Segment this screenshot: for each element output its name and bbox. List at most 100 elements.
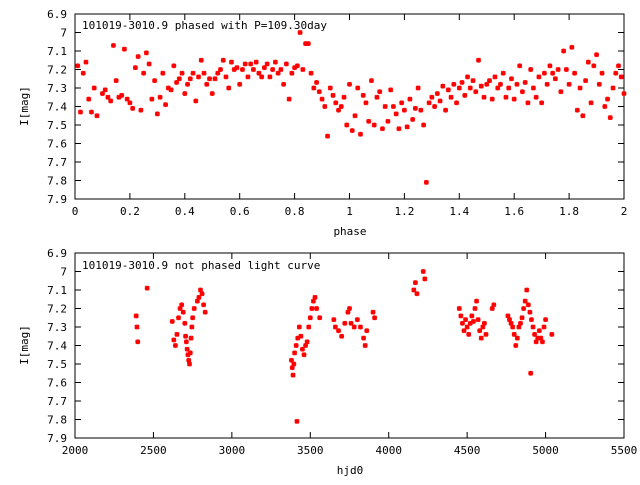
phased-data-point-stroke bbox=[83, 59, 89, 65]
phased-data-point bbox=[489, 96, 495, 102]
unphased-data-point-stroke bbox=[533, 339, 539, 345]
phased-data-point bbox=[541, 70, 547, 76]
phased-data-point bbox=[374, 94, 380, 100]
phased-data-point bbox=[121, 46, 127, 52]
phased-data-point-stroke bbox=[404, 124, 410, 130]
phased-data-point bbox=[143, 50, 149, 56]
phased-data-point-stroke bbox=[541, 70, 547, 76]
phased-data-point-stroke bbox=[314, 79, 320, 85]
phased-data-point-stroke bbox=[426, 100, 432, 106]
phased-data-point-stroke bbox=[418, 107, 424, 113]
phased-data-point bbox=[399, 100, 405, 106]
unphased-data-point bbox=[176, 315, 182, 321]
unphased-data-point bbox=[171, 337, 177, 343]
phased-data-point bbox=[412, 105, 418, 111]
unphased-data-point bbox=[458, 313, 464, 319]
phased-data-point bbox=[388, 87, 394, 93]
unphased-data-point-stroke bbox=[474, 298, 480, 304]
phased-data-point bbox=[190, 70, 196, 76]
unphased-data-point bbox=[288, 357, 294, 363]
unphased-data-point-stroke bbox=[187, 350, 193, 356]
phased-data-point-stroke bbox=[605, 96, 611, 102]
unphased-data-point-stroke bbox=[508, 320, 514, 326]
phased-x-tick-label: 0.4 bbox=[175, 205, 195, 218]
phased-data-point bbox=[223, 74, 229, 80]
phased-data-point-stroke bbox=[574, 107, 580, 113]
phased-data-point bbox=[536, 74, 542, 80]
phased-data-point-stroke bbox=[121, 46, 127, 52]
phased-data-point-stroke bbox=[528, 67, 534, 72]
unphased-data-point-stroke bbox=[310, 298, 316, 304]
phased-data-point-stroke bbox=[187, 76, 193, 82]
phased-data-point bbox=[580, 113, 586, 119]
phased-data-point bbox=[585, 59, 591, 65]
phased-data-point-stroke bbox=[275, 70, 281, 76]
unphased-data-point bbox=[517, 320, 523, 326]
phased-data-point-stroke bbox=[149, 96, 155, 102]
unphased-data-point bbox=[510, 324, 516, 330]
phased-data-point bbox=[163, 102, 169, 108]
phased-data-point-stroke bbox=[382, 104, 388, 109]
unphased-data-point bbox=[331, 317, 337, 323]
phased-data-point-stroke bbox=[338, 104, 344, 109]
phased-data-point-stroke bbox=[108, 98, 114, 104]
phased-data-point bbox=[138, 107, 144, 113]
phased-data-point-stroke bbox=[360, 92, 366, 98]
unphased-data-point-stroke bbox=[187, 361, 192, 367]
phased-data-point-stroke bbox=[388, 87, 394, 93]
unphased-data-point-stroke bbox=[303, 343, 309, 348]
phased-data-point bbox=[421, 122, 427, 128]
phased-data-point-stroke bbox=[110, 42, 116, 48]
unphased-data-point bbox=[459, 320, 465, 326]
unphased-data-point bbox=[516, 324, 522, 330]
phased-data-point bbox=[497, 81, 503, 87]
unphased-x-tick-label: 3500 bbox=[297, 444, 324, 457]
unphased-x-tick-label: 5500 bbox=[611, 444, 638, 457]
unphased-data-point-stroke bbox=[354, 317, 360, 323]
phased-data-point-stroke bbox=[363, 100, 369, 106]
unphased-data-point bbox=[303, 343, 309, 348]
phased-data-point bbox=[113, 78, 119, 84]
phased-data-point-stroke bbox=[152, 78, 158, 84]
unphased-x-tick-label: 4000 bbox=[375, 444, 402, 457]
phased-x-tick-label: 1.4 bbox=[449, 205, 469, 218]
phased-data-point-stroke bbox=[470, 78, 476, 84]
phased-data-point bbox=[599, 70, 605, 76]
phased-data-point bbox=[525, 100, 531, 106]
phased-data-point-stroke bbox=[462, 92, 468, 98]
phased-data-point-stroke bbox=[443, 107, 449, 113]
phased-data-point-stroke bbox=[478, 83, 484, 89]
phased-data-point-stroke bbox=[286, 96, 292, 102]
phased-data-point bbox=[322, 104, 328, 109]
unphased-data-point bbox=[549, 331, 555, 337]
phased-data-point-stroke bbox=[530, 85, 536, 91]
phased-data-point bbox=[481, 94, 487, 100]
phased-data-point bbox=[368, 78, 374, 84]
phased-data-point bbox=[234, 65, 240, 71]
unphased-data-point-stroke bbox=[528, 317, 534, 323]
phased-data-point-stroke bbox=[138, 107, 144, 113]
unphased-data-point-stroke bbox=[510, 324, 516, 330]
phased-data-point-stroke bbox=[550, 70, 556, 76]
unphased-data-point bbox=[481, 320, 487, 326]
phased-data-point bbox=[401, 107, 407, 113]
phased-data-point-stroke bbox=[487, 78, 492, 84]
phased-data-point-stroke bbox=[283, 61, 289, 67]
phased-data-point-stroke bbox=[415, 85, 421, 91]
phased-data-point-stroke bbox=[613, 70, 619, 76]
phased-data-point bbox=[484, 81, 490, 87]
phased-data-point bbox=[185, 81, 191, 87]
phased-data-point-stroke bbox=[484, 81, 490, 87]
unphased-data-point bbox=[362, 343, 368, 348]
phased-data-point bbox=[160, 70, 166, 76]
unphased-data-point-stroke bbox=[293, 343, 299, 348]
phased-data-point-stroke bbox=[580, 113, 586, 119]
unphased-data-point-stroke bbox=[202, 309, 208, 315]
unphased-y-tick-label: 7.7 bbox=[47, 395, 67, 408]
unphased-data-point-stroke bbox=[478, 335, 484, 341]
unphased-chart-title: 101019-3010.9 not phased light curve bbox=[82, 259, 320, 272]
phased-data-point-stroke bbox=[261, 65, 267, 71]
phased-data-point-stroke bbox=[434, 91, 440, 97]
phased-data-point bbox=[555, 67, 561, 72]
phased-data-point-stroke bbox=[154, 111, 160, 117]
